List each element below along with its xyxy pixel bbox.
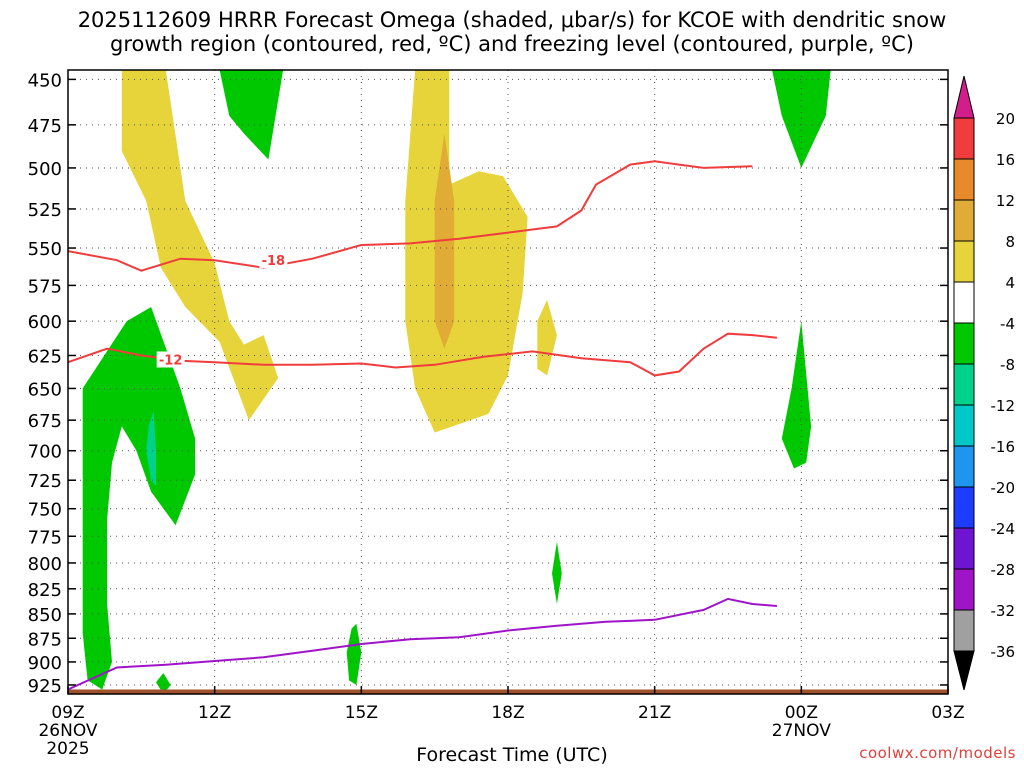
x-tick-label-00Z: 00Z	[785, 703, 818, 723]
x-tick-label-21Z: 21Z	[638, 703, 671, 723]
omega-region-4	[82, 307, 196, 690]
dgz-contour--18	[68, 160, 753, 272]
plot-area: -18 -12	[68, 70, 948, 694]
omega-region-1	[405, 70, 528, 433]
colorbar-label-1: 16	[996, 151, 1015, 169]
y-tick-label-525: 525	[28, 200, 62, 221]
y-tick-label-925: 925	[28, 676, 62, 697]
omega-region-8	[552, 541, 562, 604]
colorbar-label-0: 20	[996, 110, 1015, 128]
x-date-label-00Z-0: 27NOV	[772, 721, 831, 741]
omega-region-9	[346, 623, 362, 685]
y-tick-label-675: 675	[28, 411, 62, 432]
x-tick-label-09Z: 09Z	[51, 703, 84, 723]
colorbar-label-9: -20	[991, 479, 1016, 497]
grid-lines	[68, 70, 948, 694]
y-tick-label-550: 550	[28, 239, 62, 260]
x-axis-title: Forecast Time (UTC)	[416, 744, 608, 766]
y-tick-label-700: 700	[28, 442, 62, 463]
colorbar-label-6: -8	[1000, 356, 1015, 374]
dgz-contour--12	[68, 332, 778, 377]
colorbar-top-arrow	[953, 75, 975, 119]
chart-title-line-2: growth region (contoured, red, ºC) and f…	[110, 32, 914, 56]
colorbar-bottom-arrow	[953, 650, 975, 691]
colorbar-segment-12	[953, 609, 975, 652]
colorbar-label-4: 4	[1005, 274, 1015, 292]
credit-text[interactable]: coolwx.com/models	[859, 744, 1016, 762]
colorbar-label-8: -16	[991, 438, 1016, 456]
y-tick-label-450: 450	[28, 70, 62, 91]
y-tick-label-650: 650	[28, 379, 62, 400]
x-date-label-09Z-1: 2025	[46, 739, 89, 759]
y-tick-label-725: 725	[28, 471, 62, 492]
colorbar-segment-11	[953, 568, 975, 611]
omega-region-7	[781, 321, 812, 469]
colorbar-label-5: -4	[1000, 315, 1015, 333]
colorbar-label-10: -24	[991, 520, 1016, 538]
y-tick-label-600: 600	[28, 312, 62, 333]
x-tick-label-18Z: 18Z	[491, 703, 524, 723]
x-tick-label-03Z: 03Z	[931, 703, 964, 723]
y-tick-label-500: 500	[28, 159, 62, 180]
colorbar-segment-6	[953, 363, 975, 406]
contour-label-bg--12	[156, 351, 185, 368]
y-tick-label-900: 900	[28, 653, 62, 674]
x-date-label-09Z-0: 26NOV	[38, 721, 97, 741]
contour-label-bg--18	[259, 252, 288, 269]
y-tick-label-575: 575	[28, 276, 62, 297]
y-tick-label-800: 800	[28, 554, 62, 575]
omega-region-0	[121, 70, 279, 421]
y-tick-label-625: 625	[28, 346, 62, 367]
omega-region-5	[219, 70, 284, 160]
y-tick-label-825: 825	[28, 580, 62, 601]
colorbar-label-12: -32	[991, 602, 1016, 620]
colorbar-segment-8	[953, 445, 975, 488]
chart-title-line-1: 2025112609 HRRR Forecast Omega (shaded, …	[77, 8, 947, 32]
colorbar-segment-10	[953, 527, 975, 570]
colorbar-segment-9	[953, 486, 975, 529]
x-tick-label-15Z: 15Z	[345, 703, 378, 723]
colorbar-label-13: -36	[991, 643, 1016, 661]
freezing-level-line	[68, 597, 777, 691]
y-tick-label-875: 875	[28, 629, 62, 650]
omega-region-11	[146, 411, 156, 486]
omega-region-2	[537, 299, 557, 376]
y-tick-label-775: 775	[28, 527, 62, 548]
colorbar-segment-3	[953, 240, 975, 283]
y-tick-label-475: 475	[28, 116, 62, 137]
colorbar: 20 16 12 8 4 -4 -8 -12 -16 -20 -24 -28 -32 -36	[953, 75, 1016, 691]
contour-label--12: -12	[159, 354, 183, 369]
x-tick-label-12Z: 12Z	[198, 703, 231, 723]
y-tick-label-850: 850	[28, 605, 62, 626]
y-tick-label-750: 750	[28, 500, 62, 521]
contour-label--18: -18	[262, 254, 286, 269]
colorbar-segment-4	[953, 281, 975, 324]
colorbar-label-11: -28	[991, 561, 1016, 579]
colorbar-segment-1	[953, 158, 975, 201]
colorbar-label-3: 8	[1005, 233, 1015, 251]
colorbar-segment-2	[953, 199, 975, 242]
colorbar-label-2: 12	[996, 192, 1015, 210]
colorbar-segment-5	[953, 322, 975, 365]
colorbar-label-7: -12	[991, 397, 1016, 415]
colorbar-segment-7	[953, 404, 975, 447]
colorbar-segment-0	[953, 117, 975, 160]
omega-region-10	[156, 673, 171, 694]
